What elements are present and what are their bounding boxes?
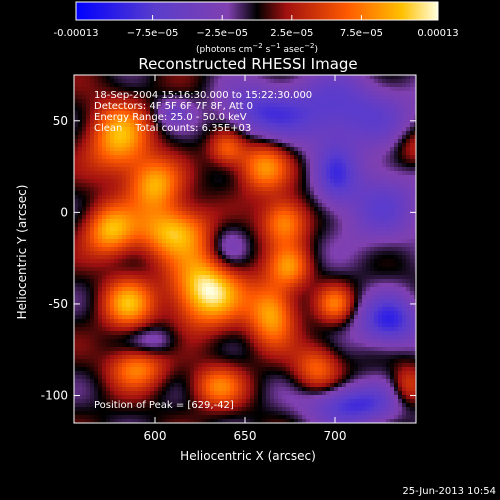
heatmap-image bbox=[74, 75, 416, 423]
info-line-detectors: Detectors: 4F 5F 6F 7F 8F, Att 0 bbox=[94, 101, 253, 112]
colorbar-tick-label: −7.5e−05 bbox=[127, 28, 179, 39]
y-tick-label: -100 bbox=[41, 389, 68, 403]
axis-ticks: 600 650 700 50 0 -50 -100 bbox=[41, 75, 416, 443]
footer-date: 25-Jun-2013 10:54 bbox=[402, 486, 496, 497]
colorbar-tick-label: 0.00013 bbox=[417, 28, 458, 39]
peak-position-label: Position of Peak = [629,-42] bbox=[94, 400, 234, 411]
x-tick-label: 700 bbox=[324, 429, 347, 443]
y-tick-label: 0 bbox=[60, 205, 68, 219]
info-line-time: 18-Sep-2004 15:16:30.000 to 15:22:30.000 bbox=[94, 90, 312, 101]
colorbar bbox=[75, 1, 439, 21]
x-tick-label: 650 bbox=[234, 429, 257, 443]
colorbar-tick-label: 7.5e−05 bbox=[340, 28, 383, 39]
x-tick-label: 600 bbox=[144, 429, 167, 443]
info-line-counts: Clean Total counts: 6.35E+03 bbox=[94, 123, 251, 134]
info-line-energy: Energy Range: 25.0 - 50.0 keV bbox=[94, 112, 247, 123]
info-block: 18-Sep-2004 15:16:30.000 to 15:22:30.000… bbox=[94, 90, 312, 134]
y-tick-label: -50 bbox=[48, 297, 68, 311]
colorbar-tick-label: -0.00013 bbox=[54, 28, 99, 39]
colorbar-tick-label: −2.5e−05 bbox=[196, 28, 248, 39]
colorbar-unit: (photons cm−2 s−1 asec−2) bbox=[196, 42, 318, 55]
chart-title: Reconstructed RHESSI Image bbox=[138, 55, 357, 73]
x-axis-label: Heliocentric X (arcsec) bbox=[180, 449, 316, 463]
colorbar-ticks: -0.00013 −7.5e−05 −2.5e−05 2.5e−05 7.5e−05 0.… bbox=[54, 15, 459, 39]
y-tick-label: 50 bbox=[53, 114, 68, 128]
y-axis-label: Heliocentric Y (arcsec) bbox=[15, 185, 29, 320]
colorbar-tick-label: 2.5e−05 bbox=[270, 28, 313, 39]
